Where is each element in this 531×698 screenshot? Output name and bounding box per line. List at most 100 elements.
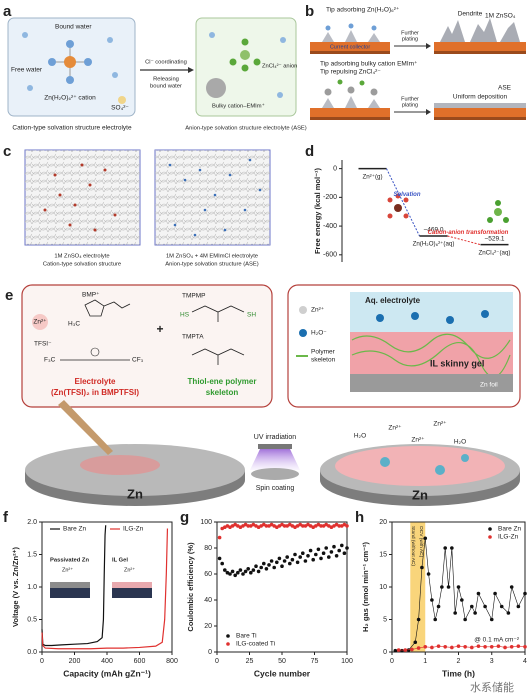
legend-label: Bare Ti <box>236 633 257 640</box>
inset-label: IL Gel <box>112 558 128 564</box>
inset-label: Passivated Zn <box>50 558 89 564</box>
solvation-cluster-part <box>48 58 56 66</box>
point <box>499 604 504 609</box>
x-axis-label: Cycle number <box>254 668 311 678</box>
panel-d-molecules-part <box>503 217 509 223</box>
panel-b-part: Tip adsorbing bulky cation EMIm⁺ <box>320 61 418 68</box>
point <box>443 546 448 550</box>
panel-b-part <box>310 42 390 51</box>
panel-b-part: ASE <box>498 85 512 92</box>
panel-c-part-part <box>168 163 172 167</box>
anion-cluster-part <box>209 32 215 38</box>
y-axis-label: Free energy (kcal mol⁻¹) <box>313 167 322 254</box>
point <box>236 570 240 575</box>
panel-c-part-part <box>193 233 197 237</box>
panel-e-part: Zn²⁺ <box>433 421 447 428</box>
point <box>516 604 521 609</box>
point <box>345 546 349 550</box>
panel-b-part <box>426 109 431 115</box>
point <box>470 645 474 650</box>
point <box>220 561 224 566</box>
point <box>473 611 477 615</box>
point <box>420 565 424 570</box>
panel-b-part: plating <box>402 36 418 42</box>
panel-c-part: Anion-type solvation structure (ASE) <box>165 262 259 268</box>
y-tick-label: -400 <box>323 223 337 230</box>
point <box>483 645 487 649</box>
point <box>285 555 290 559</box>
panel-e: Zn²⁺ BMP⁺ H₃C TFSI⁻ F₃C CF₃ Electrolyte … <box>21 284 521 506</box>
panel-b-part: Further <box>401 96 419 102</box>
panel-b-part <box>347 86 355 94</box>
point <box>453 611 457 615</box>
panel-c-part-part <box>198 168 202 172</box>
panel-d-molecules-part <box>403 213 409 219</box>
x-tick-label: 25 <box>246 658 254 665</box>
point <box>342 551 347 555</box>
anion-cluster-part <box>229 58 237 66</box>
panel-c-part-part <box>58 193 62 197</box>
y-tick-label: 100 <box>200 519 212 526</box>
solvation-cluster-part <box>107 37 113 43</box>
inset-label: Zn²⁺ <box>124 566 135 573</box>
x-tick-label: 800 <box>166 658 178 665</box>
solvation-cluster-part <box>22 32 28 38</box>
point <box>264 524 269 528</box>
legend-marker <box>488 535 492 539</box>
point <box>269 559 274 563</box>
y-tick-label: 5 <box>383 616 387 623</box>
panel-e-part <box>103 301 131 309</box>
panel-c-part-part <box>93 228 97 232</box>
point <box>503 645 507 650</box>
x-tick-label: 50 <box>278 658 286 665</box>
point <box>256 569 261 574</box>
point <box>217 556 222 561</box>
panel-c-part: 1M ZnSO₄ + 4M EMImCl electrolyte <box>166 254 258 260</box>
point <box>396 648 401 652</box>
y-tick-label: 0 <box>383 649 387 656</box>
point <box>345 524 349 528</box>
y-tick-label: 0 <box>333 165 337 172</box>
panel-e-part <box>84 299 105 317</box>
point <box>416 646 421 650</box>
point <box>319 556 323 561</box>
x-tick-label: 0 <box>215 658 219 665</box>
panel-e-part <box>299 306 307 314</box>
panel-b-part <box>322 96 380 108</box>
panel-a-part: bound water <box>150 84 182 90</box>
solvation-cluster-part <box>66 40 74 48</box>
point <box>233 573 237 578</box>
panel-c-part-part <box>43 208 47 212</box>
point <box>509 645 514 649</box>
point <box>436 604 441 609</box>
point <box>288 561 292 566</box>
point <box>264 567 269 571</box>
panel-a-part: Bound water <box>55 24 92 31</box>
panel-b-part: plating <box>402 102 418 108</box>
y-tick-label: 10 <box>379 584 387 591</box>
point <box>430 645 434 650</box>
point <box>298 555 303 559</box>
anion-cluster-part <box>253 58 261 66</box>
point <box>413 640 418 645</box>
connector <box>386 168 420 237</box>
point <box>267 563 271 567</box>
anion-cluster-part <box>206 78 226 98</box>
y-tick-label: 20 <box>204 623 212 630</box>
panel-e-part <box>335 446 505 486</box>
panel-e-part: (Zn(TFSI)₂ in BMPTFSI) <box>51 388 139 397</box>
solvation-cluster-part <box>64 56 76 68</box>
panel-c-part-part <box>213 193 217 197</box>
panel-e-part: CF₃ <box>132 357 144 364</box>
point <box>280 564 284 568</box>
point <box>282 524 287 528</box>
y-tick-label: -200 <box>323 194 337 201</box>
solvation-cluster-part <box>66 76 74 84</box>
point <box>516 644 521 648</box>
panel-e-part: BMP⁺ <box>82 292 100 299</box>
anion-cluster-part <box>277 92 283 98</box>
panel-d-molecules-part <box>494 208 502 216</box>
panel-b-part <box>370 88 378 96</box>
panel-e-part <box>250 449 300 470</box>
